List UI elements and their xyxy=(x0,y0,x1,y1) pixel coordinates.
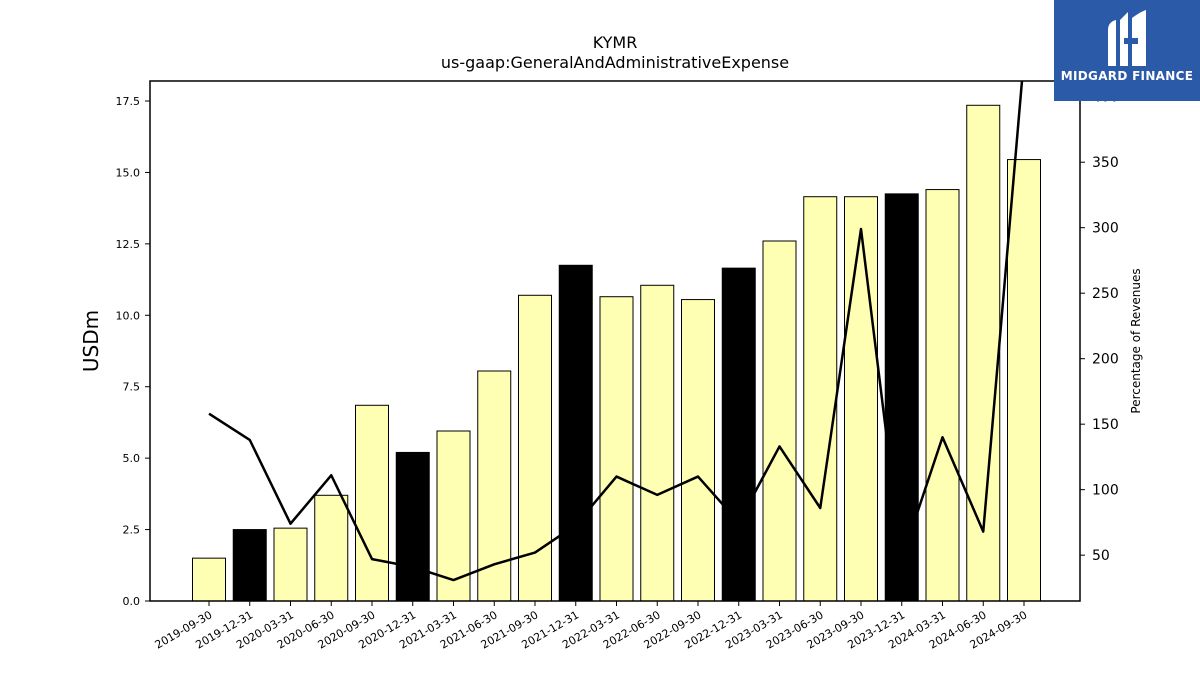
y-tick-label: 10.0 xyxy=(116,309,141,322)
plot-frame xyxy=(149,80,1081,602)
y-tick-label: 5.0 xyxy=(123,452,141,465)
y2-tick-label: 100 xyxy=(1092,483,1119,499)
bar-2020-03-31 xyxy=(273,527,308,602)
line-layer xyxy=(208,81,1024,582)
y-tick-label: 2.5 xyxy=(123,524,141,537)
bar-2020-12-31 xyxy=(395,451,430,602)
bar-2022-12-31 xyxy=(721,267,756,602)
bar-2023-03-31 xyxy=(762,240,797,602)
bar-2021-06-30 xyxy=(477,370,512,602)
bar-2023-06-30 xyxy=(803,196,838,602)
bar-2020-06-30 xyxy=(314,494,349,602)
bar-2021-12-31 xyxy=(558,264,593,602)
y-tick-label: 7.5 xyxy=(123,381,141,394)
chart-subtitle: us-gaap:GeneralAndAdministrativeExpense xyxy=(440,53,790,72)
y2-tick-label: 50 xyxy=(1092,548,1110,564)
bar-2020-09-30 xyxy=(355,404,389,602)
bar-2019-12-31 xyxy=(232,529,267,602)
bar-2022-03-31 xyxy=(599,296,634,602)
y-tick-label: 15.0 xyxy=(116,166,141,179)
y2-axis-label: Percentage of Revenues xyxy=(1129,268,1143,413)
y2-tick-label: 250 xyxy=(1092,286,1119,302)
logo-text: MIDGARD FINANCE xyxy=(1060,69,1194,83)
y-tick-label: 12.5 xyxy=(116,238,141,251)
percentage-line xyxy=(208,81,1024,582)
bar-2023-09-30 xyxy=(844,196,878,602)
midgard-finance-logo: MIDGARD FINANCE xyxy=(1054,0,1200,101)
y2-tick-label: 150 xyxy=(1092,417,1119,433)
y-tick-label: 17.5 xyxy=(116,95,141,108)
chart-title: KYMR xyxy=(592,33,638,52)
y2-tick-label: 300 xyxy=(1092,221,1119,237)
midgard-logo-mark-icon xyxy=(1108,10,1146,66)
y-axis-label: USDm xyxy=(79,310,103,372)
y2-tick-label: 350 xyxy=(1092,155,1119,171)
bar-2022-09-30 xyxy=(681,299,715,602)
bar-2024-09-30 xyxy=(1007,159,1041,602)
bar-2019-09-30 xyxy=(192,557,226,602)
y-tick-label: 0.0 xyxy=(123,595,141,608)
bar-2024-03-31 xyxy=(925,189,960,602)
bar-2023-12-31 xyxy=(884,193,919,602)
bar-2022-06-30 xyxy=(640,284,675,602)
y2-tick-label: 200 xyxy=(1092,352,1119,368)
